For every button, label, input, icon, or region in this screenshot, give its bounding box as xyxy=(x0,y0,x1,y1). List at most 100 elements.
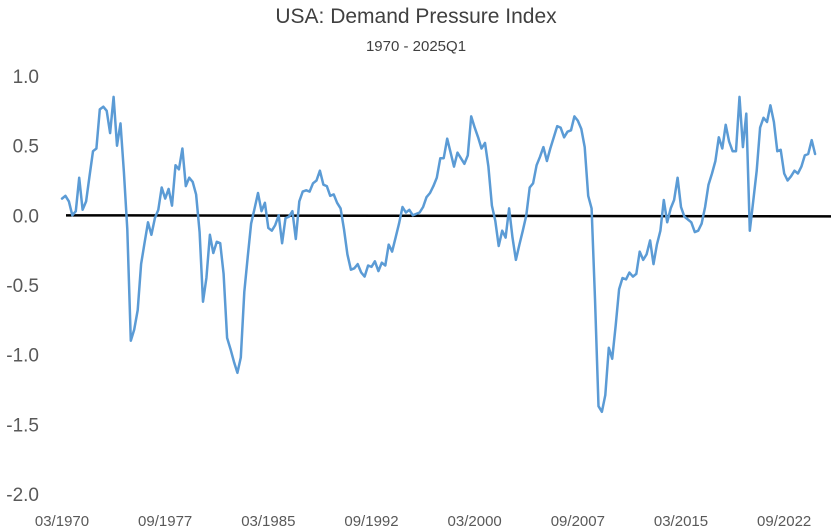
data-point xyxy=(563,136,565,138)
data-point xyxy=(264,202,266,204)
data-point xyxy=(474,126,476,128)
data-point xyxy=(594,298,596,300)
data-point xyxy=(587,195,589,197)
data-point xyxy=(315,179,317,181)
x-tick-label: 03/2000 xyxy=(448,513,502,530)
y-tick-label: -0.5 xyxy=(6,276,39,297)
data-point xyxy=(240,356,242,358)
data-point xyxy=(511,236,513,238)
data-point xyxy=(167,188,169,190)
data-point xyxy=(480,147,482,149)
data-point xyxy=(333,193,335,195)
data-point xyxy=(566,131,568,133)
data-point xyxy=(298,200,300,202)
data-point xyxy=(508,207,510,209)
data-point xyxy=(253,207,255,209)
data-point xyxy=(408,209,410,211)
data-point xyxy=(109,132,111,134)
data-point xyxy=(491,204,493,206)
data-point xyxy=(250,223,252,225)
y-tick-label: -1.0 xyxy=(6,346,39,367)
data-point xyxy=(154,217,156,219)
data-point xyxy=(652,263,654,265)
data-point xyxy=(515,259,517,261)
data-point xyxy=(353,267,355,269)
data-point xyxy=(192,181,194,183)
series-line xyxy=(60,95,817,414)
data-point xyxy=(487,165,489,167)
data-point xyxy=(370,266,372,268)
data-point xyxy=(326,185,328,187)
y-tick-label: 0.0 xyxy=(13,206,39,227)
data-point xyxy=(460,157,462,159)
data-point xyxy=(611,358,613,360)
data-point xyxy=(615,324,617,326)
data-point xyxy=(780,149,782,151)
data-point xyxy=(556,125,558,127)
data-point xyxy=(807,153,809,155)
data-point xyxy=(549,147,551,149)
data-point xyxy=(415,213,417,215)
data-point xyxy=(274,224,276,226)
data-point xyxy=(522,230,524,232)
data-point xyxy=(573,115,575,117)
data-point xyxy=(229,348,231,350)
chart-subtitle: 1970 - 2025Q1 xyxy=(366,38,466,55)
data-point xyxy=(178,168,180,170)
data-point xyxy=(116,145,118,147)
data-point xyxy=(212,252,214,254)
data-point xyxy=(759,126,761,128)
data-point xyxy=(642,259,644,261)
data-point xyxy=(68,200,70,202)
data-point xyxy=(429,192,431,194)
data-point xyxy=(580,128,582,130)
y-tick-label: -1.5 xyxy=(6,415,39,436)
x-tick-label: 03/1985 xyxy=(241,513,295,530)
data-point xyxy=(625,278,627,280)
chart-title: USA: Demand Pressure Index xyxy=(275,5,557,28)
data-point xyxy=(64,195,66,197)
data-point xyxy=(680,206,682,208)
data-point xyxy=(670,207,672,209)
data-point xyxy=(343,228,345,230)
data-point xyxy=(92,150,94,152)
data-point xyxy=(284,217,286,219)
data-point xyxy=(329,195,331,197)
y-tick-label: -2.0 xyxy=(6,485,39,506)
data-point xyxy=(425,196,427,198)
data-point xyxy=(711,172,713,174)
data-point xyxy=(236,372,238,374)
data-point xyxy=(147,221,149,223)
data-point xyxy=(484,142,486,144)
data-point xyxy=(439,157,441,159)
data-point xyxy=(308,190,310,192)
x-tick-label: 03/1970 xyxy=(35,513,89,530)
data-point xyxy=(260,210,262,212)
data-point xyxy=(529,186,531,188)
x-tick-label: 09/1977 xyxy=(138,513,192,530)
x-tick-label: 09/2022 xyxy=(757,513,811,530)
data-point xyxy=(150,234,152,236)
data-point xyxy=(78,177,80,179)
data-point xyxy=(195,193,197,195)
data-point xyxy=(663,199,665,201)
data-point xyxy=(666,221,668,223)
data-point xyxy=(783,172,785,174)
data-point xyxy=(542,146,544,148)
data-point xyxy=(377,270,379,272)
data-point xyxy=(85,200,87,202)
data-point xyxy=(205,277,207,279)
data-point xyxy=(401,206,403,208)
data-point xyxy=(174,164,176,166)
data-point xyxy=(357,263,359,265)
data-point xyxy=(659,230,661,232)
data-point xyxy=(281,242,283,244)
data-point xyxy=(773,121,775,123)
data-point xyxy=(288,216,290,218)
data-point xyxy=(742,146,744,148)
data-point xyxy=(790,175,792,177)
data-point xyxy=(381,262,383,264)
data-point xyxy=(161,186,163,188)
data-point xyxy=(202,301,204,303)
data-point xyxy=(639,250,641,252)
